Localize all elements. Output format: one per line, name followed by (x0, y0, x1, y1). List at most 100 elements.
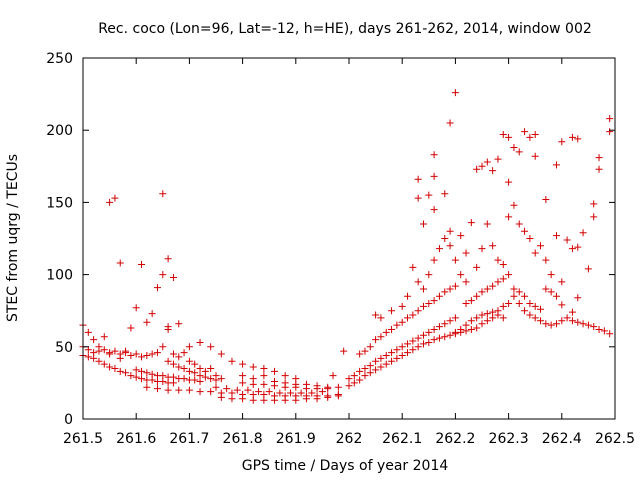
data-point (185, 357, 193, 365)
data-point (558, 278, 566, 286)
data-point (340, 347, 348, 355)
x-tick-labels: 261.5 261.6 261.7 261.8 261.9 262 262.1 262.2 26… (63, 431, 635, 447)
data-point (350, 372, 358, 380)
data-point (590, 200, 598, 208)
data-point (537, 317, 545, 325)
data-point (302, 395, 310, 403)
data-point (404, 314, 412, 322)
data-point (435, 334, 443, 342)
data-point (169, 360, 177, 368)
data-point (196, 388, 204, 396)
data-point (595, 325, 603, 333)
y-tick-label: 0 (64, 412, 73, 428)
data-point (404, 349, 412, 357)
data-point (324, 393, 332, 401)
data-point (590, 213, 598, 221)
data-point (473, 263, 481, 271)
data-point (388, 325, 396, 333)
data-point (318, 388, 326, 396)
data-point (106, 363, 114, 371)
data-point (478, 320, 486, 328)
data-point (441, 288, 449, 296)
data-point (148, 310, 156, 318)
data-point (185, 386, 193, 394)
data-point (100, 333, 108, 341)
data-point (467, 325, 475, 333)
data-point (271, 377, 279, 385)
data-point (446, 331, 454, 339)
data-point (451, 256, 459, 264)
data-point (404, 292, 412, 300)
data-point (510, 144, 518, 152)
data-point (356, 367, 364, 375)
data-point (388, 357, 396, 365)
data-point (100, 346, 108, 354)
data-point (526, 133, 534, 141)
data-point (372, 336, 380, 344)
data-point (122, 349, 130, 357)
y-tick-label: 250 (46, 51, 73, 67)
data-point (552, 292, 560, 300)
data-point (292, 396, 300, 404)
data-point (313, 395, 321, 403)
data-point (414, 278, 422, 286)
data-point (143, 318, 151, 326)
data-point (180, 349, 188, 357)
x-tick-label: 261.8 (223, 431, 263, 447)
data-point (217, 393, 225, 401)
data-point (292, 380, 300, 388)
data-point (600, 327, 608, 335)
chart-title: Rec. coco (Lon=96, Lat=-12, h=HE), days … (98, 21, 592, 37)
data-point (473, 314, 481, 322)
data-point (153, 284, 161, 292)
data-point (212, 383, 220, 391)
data-point (212, 372, 220, 380)
data-point (185, 367, 193, 375)
data-point (574, 294, 582, 302)
data-point (483, 220, 491, 228)
data-point (122, 369, 130, 377)
data-point (281, 379, 289, 387)
data-point (521, 292, 529, 300)
data-point (425, 271, 433, 279)
data-point (505, 213, 513, 221)
data-point (185, 343, 193, 351)
data-point (159, 343, 167, 351)
data-point (372, 311, 380, 319)
data-point (382, 328, 390, 336)
data-point (563, 314, 571, 322)
data-point (382, 360, 390, 368)
data-point (451, 89, 459, 97)
data-point (286, 389, 294, 397)
x-tick-label: 262 (336, 431, 363, 447)
data-point (558, 301, 566, 309)
data-point (558, 138, 566, 146)
data-point (207, 343, 215, 351)
data-point (430, 336, 438, 344)
data-point (552, 320, 560, 328)
data-point (537, 305, 545, 313)
data-point (547, 271, 555, 279)
data-point (276, 389, 284, 397)
data-point (366, 343, 374, 351)
data-point (366, 362, 374, 370)
y-tick-label: 50 (55, 340, 73, 356)
data-point (430, 172, 438, 180)
data-point (590, 323, 598, 331)
data-point (324, 383, 332, 391)
data-point (382, 351, 390, 359)
data-point (404, 340, 412, 348)
y-axis-label: STEC from uqrg / TECUs (5, 154, 21, 322)
data-point (90, 354, 98, 362)
data-point (414, 175, 422, 183)
data-point (483, 158, 491, 166)
data-point (313, 382, 321, 390)
data-point (510, 292, 518, 300)
data-point (425, 338, 433, 346)
data-point (414, 307, 422, 315)
data-point (526, 311, 534, 319)
data-point (271, 367, 279, 375)
data-point (388, 349, 396, 357)
data-point (494, 311, 502, 319)
data-point (531, 152, 539, 160)
